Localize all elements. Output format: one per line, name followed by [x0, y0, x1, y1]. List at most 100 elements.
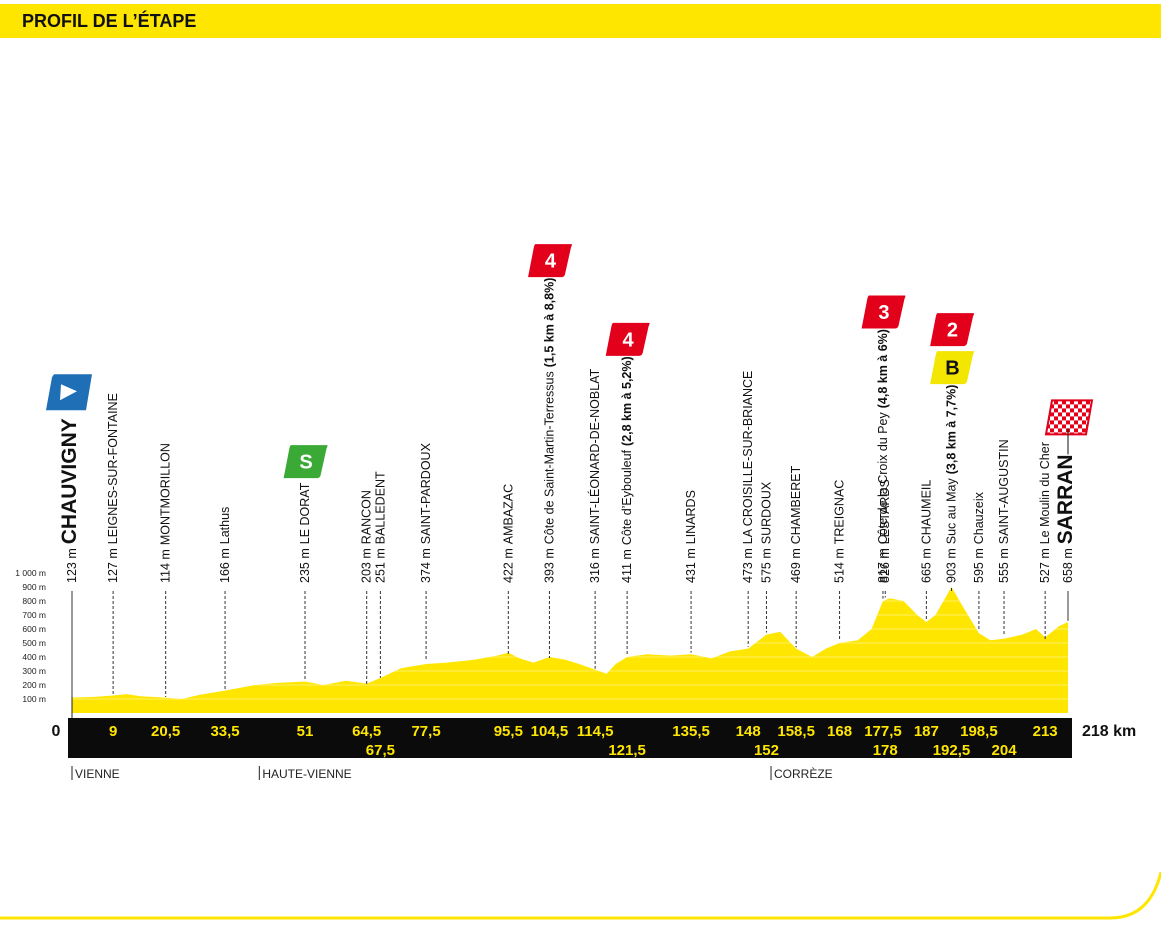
bonus-badge: B	[928, 350, 975, 386]
y-tick-label: 400 m	[22, 652, 46, 662]
climb-detail: (4,8 km à 6%)	[876, 329, 890, 408]
climb-category: 4	[526, 243, 573, 279]
waypoint-name: SURDOUX	[759, 481, 773, 544]
badge-text: S	[299, 452, 312, 474]
waypoint-name: LE DORAT	[298, 482, 312, 544]
waypoint-altitude: 166 m	[218, 548, 232, 583]
waypoint-name: Chauzeix	[972, 491, 986, 544]
waypoint-altitude: 127 m	[106, 548, 120, 583]
waypoint-name: LEIGNES-SUR-FONTAINE	[106, 393, 120, 544]
waypoint-altitude: 665 m	[919, 548, 933, 583]
title-bar	[0, 4, 1161, 38]
waypoint-altitude: 575 m	[759, 548, 773, 583]
waypoint-name: RANCON	[360, 490, 374, 544]
waypoint-altitude: 251 m	[373, 548, 387, 583]
km-label: 178	[873, 742, 898, 759]
waypoint-label: 555 m SAINT-AUGUSTIN	[997, 439, 1011, 583]
km-label: 114,5	[577, 723, 614, 740]
waypoint-label: 575 m SURDOUX	[759, 481, 773, 583]
km-label: 95,5	[494, 723, 523, 740]
climb-detail: (3,8 km à 7,7%)	[944, 385, 958, 475]
badge-text: 4	[623, 329, 635, 351]
waypoint-label: 114 m MONTMORILLON	[159, 443, 173, 583]
y-tick-label: 800 m	[22, 596, 46, 606]
waypoint-name: Lathus	[218, 507, 232, 545]
waypoint-altitude: 374 m	[419, 548, 433, 583]
waypoint-name: SAINT-LÉONARD-DE-NOBLAT	[587, 368, 602, 544]
climb-category: 4	[604, 321, 651, 357]
sprint-badge: S	[282, 444, 329, 480]
waypoint-label: 127 m LEIGNES-SUR-FONTAINE	[106, 393, 120, 583]
waypoint-label: 235 m LE DORAT	[298, 482, 312, 583]
waypoint-label: 469 m CHAMBERET	[789, 465, 803, 583]
climb-category: 2	[928, 312, 975, 348]
waypoint-altitude: 114 m	[159, 549, 173, 583]
badge-shape	[860, 294, 907, 330]
waypoint-name: AMBAZAC	[501, 484, 515, 544]
waypoint-altitude: 658 m	[1061, 548, 1075, 583]
waypoint-altitude: 469 m	[789, 548, 803, 583]
waypoint-name: Suc au May	[944, 477, 958, 544]
region-label: CORRÈZE	[774, 766, 833, 781]
waypoint-altitude: 514 m	[833, 548, 847, 583]
footer-curve	[0, 871, 1161, 920]
climb-category: 3	[860, 294, 907, 330]
waypoint-altitude: 817 m	[876, 548, 890, 583]
waypoint-altitude: 235 m	[298, 548, 312, 583]
waypoint-label: 411 m Côte d’Eybouleuf (2,8 km à 5,2%)	[620, 356, 634, 583]
waypoint-label: 817 m Côte de la Croix du Pey (4,8 km à 6%…	[876, 329, 890, 583]
waypoint-altitude: 431 m	[684, 548, 698, 583]
waypoint-name: LA CROISILLE-SUR-BRIANCE	[741, 371, 755, 545]
badge-shape	[928, 350, 975, 386]
start-flag	[46, 374, 92, 411]
km-label: 104,5	[531, 723, 569, 740]
badge-shape	[282, 444, 329, 480]
waypoint-altitude: 527 m	[1038, 548, 1052, 583]
waypoint-altitude: 411 m	[620, 549, 634, 583]
elevation-area	[72, 587, 1068, 713]
y-tick-label: 300 m	[22, 666, 46, 676]
badge-text: 2	[947, 320, 958, 342]
badge-shape	[526, 243, 573, 279]
badge-text: 3	[878, 302, 889, 324]
waypoint-label: 903 m Suc au May (3,8 km à 7,7%)	[944, 385, 958, 583]
km-label: 33,5	[210, 723, 239, 740]
km-label: 67,5	[366, 742, 395, 759]
km-label: 135,5	[672, 723, 710, 740]
km-label: 213	[1033, 723, 1058, 740]
waypoint-label: 514 m TREIGNAC	[833, 480, 847, 583]
waypoint-name: SAINT-PARDOUX	[419, 442, 433, 544]
km-label: 77,5	[411, 723, 440, 740]
km-label: 152	[754, 742, 779, 759]
waypoint-altitude: 473 m	[741, 548, 755, 583]
waypoint-label: 166 m Lathus	[218, 507, 232, 583]
waypoint-name: Côte de Saint-Martin-Terressus	[542, 371, 556, 544]
climb-detail: (2,8 km à 5,2%)	[620, 356, 634, 446]
waypoint-label: 316 m SAINT-LÉONARD-DE-NOBLAT	[587, 368, 602, 583]
waypoint-altitude: 393 m	[542, 548, 556, 583]
km-label: 158,5	[777, 723, 815, 740]
waypoint-label: 527 m Le Moulin du Cher	[1038, 442, 1052, 583]
waypoint-label: 431 m LINARDS	[684, 490, 698, 583]
km-label: 177,5	[864, 723, 902, 740]
waypoint-altitude: 422 m	[501, 548, 515, 583]
waypoint-altitude: 123 m	[65, 548, 79, 583]
badge-text: 4	[545, 251, 557, 273]
km-label: 0	[52, 723, 61, 740]
waypoint-name: BALLEDENT	[373, 471, 387, 544]
waypoint-label: 393 m Côte de Saint-Martin-Terressus (1,5 …	[542, 278, 556, 583]
y-tick-label: 100 m	[22, 694, 46, 704]
waypoint-altitude: 555 m	[997, 548, 1011, 583]
waypoint-name: TREIGNAC	[833, 480, 847, 545]
km-label: 198,5	[960, 723, 998, 740]
waypoint-altitude: 595 m	[972, 548, 986, 583]
y-tick-label: 700 m	[22, 610, 46, 620]
waypoint-name: Le Moulin du Cher	[1038, 442, 1052, 544]
climb-detail: (1,5 km à 8,8%)	[542, 278, 556, 368]
waypoint-label: 203 m RANCON	[360, 490, 374, 583]
waypoint-label: 665 m CHAUMEIL	[919, 480, 933, 583]
y-tick-label: 600 m	[22, 624, 46, 634]
waypoint-name: Côte d’Eybouleuf	[620, 449, 634, 545]
